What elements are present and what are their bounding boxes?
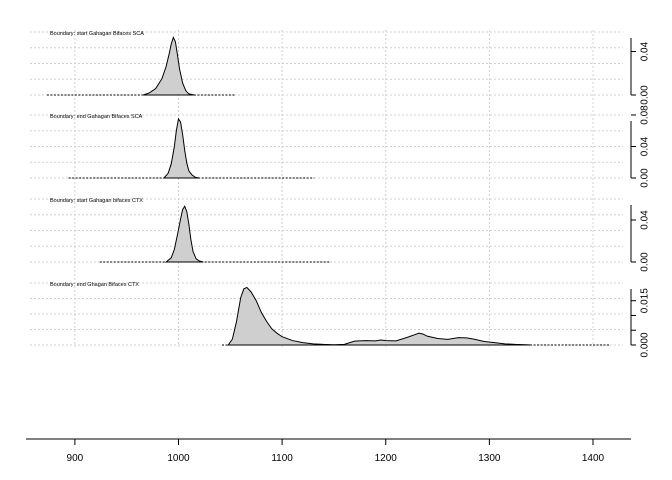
x-tick-label: 1200	[375, 453, 398, 464]
x-tick-label: 1300	[478, 453, 501, 464]
x-tick-label: 900	[67, 453, 84, 464]
y-tick-label: 0.00	[640, 85, 651, 105]
y-tick-label: 0.015	[640, 288, 651, 313]
density-panel-4: Boundary: end Ghagan Bifaces CTX 0.000 0.0…	[30, 282, 651, 358]
y-tick-label: 0.08	[640, 105, 651, 125]
density-panel-3: Boundary: start Gahagan bifaces CTX 0.00 0…	[30, 198, 651, 272]
density-area	[143, 36, 195, 96]
panel-title: Boundary: end Ghagan Bifaces CTX	[50, 282, 139, 288]
panels-layer: Boundary: start Gahagan Bifaces SCA0.000…	[30, 31, 651, 358]
density-area	[227, 286, 531, 346]
density-panel-1: Boundary: start Gahagan Bifaces SCA 0.00 0…	[30, 31, 651, 105]
x-tick-label: 1100	[271, 453, 293, 464]
density-panel-2: Boundary: end Gahagan Bifaces SCA 0.00 0.0…	[30, 105, 651, 188]
x-tick-label: 1400	[582, 453, 605, 464]
x-tick-label: 1000	[167, 453, 190, 464]
grid-layer	[74, 30, 594, 347]
x-axis: 900 1000 1100 1200 1300 1400	[26, 438, 631, 464]
y-tick-label: 0.00	[640, 168, 651, 188]
y-tick-label: 0.04	[640, 136, 651, 156]
panel-title: Boundary: start Gahagan Bifaces SCA	[50, 31, 144, 37]
y-tick-label: 0.00	[640, 252, 651, 272]
panel-title: Boundary: end Gahagan Bifaces SCA	[50, 114, 143, 120]
panel-title: Boundary: start Gahagan bifaces CTX	[50, 198, 143, 204]
y-tick-label: 0.04	[640, 41, 651, 61]
density-area	[164, 205, 204, 263]
y-tick-label: 0.000	[640, 332, 651, 357]
y-tick-label: 0.04	[640, 210, 651, 230]
density-area	[162, 117, 200, 179]
